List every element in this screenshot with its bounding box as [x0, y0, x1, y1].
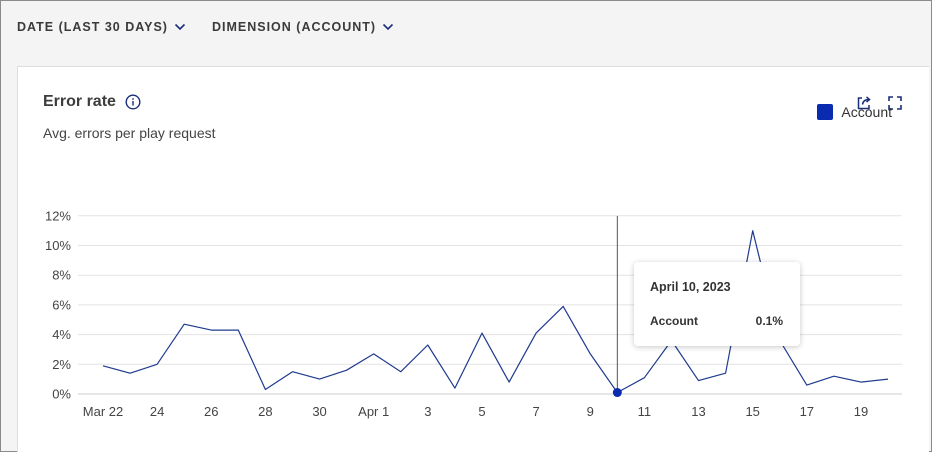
x-tick-label: 13	[691, 404, 705, 419]
dimension-filter[interactable]: DIMENSION (ACCOUNT)	[212, 20, 394, 34]
tooltip-date: April 10, 2023	[650, 280, 731, 294]
y-tick-label: 10%	[45, 238, 71, 253]
tooltip-series-name: Account	[650, 314, 698, 328]
chevron-down-icon	[174, 20, 186, 34]
card-header: Error rate	[43, 93, 141, 111]
x-tick-label: 15	[745, 404, 759, 419]
x-tick-label: 17	[800, 404, 814, 419]
card-title: Error rate	[43, 93, 116, 110]
dimension-filter-label: DIMENSION (ACCOUNT)	[211, 20, 377, 34]
info-icon[interactable]	[125, 94, 141, 110]
y-tick-label: 12%	[45, 208, 71, 223]
y-tick-label: 4%	[52, 327, 71, 342]
filter-bar: DATE (LAST 30 DAYS) DIMENSION (ACCOUNT)	[17, 17, 394, 37]
legend-swatch	[817, 104, 834, 120]
legend-label: Account	[841, 104, 892, 120]
x-tick-label: 5	[478, 404, 485, 419]
x-tick-label: 30	[312, 404, 326, 419]
chart-tooltip: April 10, 2023 Account 0.1%	[634, 262, 800, 346]
y-tick-label: 8%	[52, 268, 71, 283]
series-line-account	[102, 230, 889, 394]
x-tick-label: Apr 1	[358, 404, 389, 419]
chart-legend: Account	[817, 104, 892, 120]
x-tick-label: 3	[424, 404, 431, 419]
highlight-point	[612, 388, 622, 398]
x-tick-label: 11	[638, 404, 652, 419]
card-actions	[856, 95, 903, 111]
x-tick-label: 7	[533, 404, 540, 419]
tooltip-value: 0.1%	[755, 314, 783, 328]
x-tick-label: 24	[150, 404, 164, 419]
card-subtitle: Avg. errors per play request	[43, 125, 216, 141]
chevron-down-icon	[382, 20, 394, 34]
x-tick-label: 28	[258, 404, 272, 419]
y-tick-label: 6%	[52, 297, 71, 312]
date-range-filter-label: DATE (LAST 30 DAYS)	[17, 20, 168, 34]
x-tick-label: Mar 22	[83, 404, 123, 419]
share-icon[interactable]	[856, 95, 872, 111]
x-tick-label: 19	[854, 404, 868, 419]
y-tick-label: 2%	[52, 357, 71, 372]
x-tick-label: 26	[204, 404, 218, 419]
y-tick-label: 0%	[52, 387, 71, 402]
date-range-filter[interactable]: DATE (LAST 30 DAYS)	[17, 20, 186, 34]
error-rate-card: Error rate Avg. errors per play request	[17, 66, 929, 452]
expand-icon[interactable]	[887, 95, 903, 111]
x-tick-label: 9	[587, 404, 594, 419]
